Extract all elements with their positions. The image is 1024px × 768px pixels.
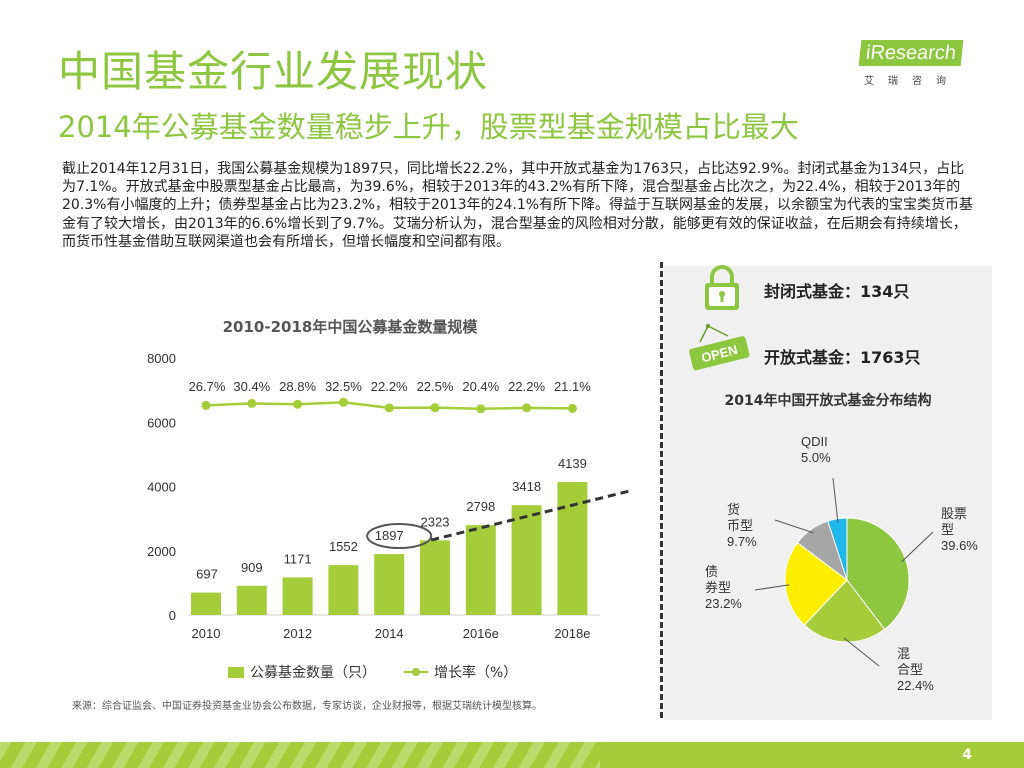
logo-subtitle: 艾瑞咨询 — [864, 76, 960, 87]
x-tick-label: 2016e — [463, 626, 499, 641]
growth-rate-label: 22.5% — [417, 379, 454, 394]
bar — [374, 554, 405, 615]
growth-rate-point — [293, 399, 303, 409]
growth-rate-label: 21.1% — [554, 379, 591, 394]
pie-label: 型 — [941, 522, 954, 537]
side-panel — [664, 266, 992, 720]
y-tick-label: 8000 — [147, 351, 176, 366]
growth-rate-point — [247, 398, 257, 408]
growth-rate-label: 30.4% — [233, 379, 270, 394]
y-tick-label: 4000 — [147, 480, 176, 495]
bar-value-label: 1171 — [284, 551, 312, 566]
x-tick-label: 2014 — [375, 626, 404, 641]
bar — [236, 585, 267, 615]
legend-line-swatch — [404, 666, 428, 678]
iresearch-logo: iResearch 艾瑞咨询 — [858, 40, 970, 90]
intro-paragraph: 截止2014年12月31日，我国公募基金规模为1897只，同比增长22.2%，其… — [62, 161, 974, 250]
pie-chart-title: 2014年中国开放式基金分布结构 — [724, 393, 932, 409]
pie-label: 39.6% — [941, 538, 978, 553]
growth-rate-label: 20.4% — [462, 379, 499, 394]
pie-leader-line — [843, 637, 880, 667]
x-tick-label: 2018e — [554, 626, 590, 641]
pie-label: 9.7% — [727, 534, 757, 549]
pie-leader-line — [754, 584, 790, 591]
x-tick-label: 2012 — [283, 626, 312, 641]
pie-slice — [803, 579, 886, 643]
chart-legend: 公募基金数量（只） 增长率（%） — [228, 662, 517, 682]
growth-rate-point — [201, 400, 211, 410]
open-sign-icon: OPEN — [689, 324, 750, 371]
bar-value-label: 2323 — [421, 514, 450, 529]
bar-chart-title: 2010-2018年中国公募基金数量规模 — [222, 318, 478, 336]
source-note: 来源：综合证监会、中国证券投资基金业协会公布数据，专家访谈，企业财报等，根据艾瑞… — [72, 701, 542, 712]
pie-label: 22.4% — [897, 678, 934, 693]
pie-label: 23.2% — [705, 596, 742, 611]
bar-chart: 0 2000 4000 6000 8000 697 909 1171 1552 1897 2323 2… — [147, 351, 630, 641]
growth-rate-label: 26.7% — [189, 379, 226, 394]
open-fund-count: 开放式基金：1763只 — [764, 348, 921, 367]
bar-value-label: 697 — [196, 567, 218, 582]
bar-value-label: 1897 — [375, 528, 404, 543]
page-number: 4 — [962, 747, 972, 763]
pie-label: 币型 — [727, 518, 753, 533]
pie-label: 券型 — [705, 580, 731, 595]
growth-rate-point — [384, 403, 394, 413]
growth-rate-label: 32.5% — [325, 379, 362, 394]
x-tick-label: 2010 — [192, 626, 221, 641]
footer-band — [0, 742, 1024, 768]
growth-rate-label: 22.2% — [508, 379, 545, 394]
growth-rate-label: 22.2% — [371, 379, 408, 394]
bar — [511, 505, 542, 615]
y-tick-label: 0 — [169, 608, 176, 623]
pie-slice — [846, 517, 910, 631]
pie-label: 5.0% — [801, 450, 831, 465]
bar — [191, 592, 221, 615]
bar — [328, 565, 359, 615]
growth-rate-point — [476, 404, 486, 414]
legend-bar-label: 公募基金数量（只） — [250, 665, 376, 681]
growth-rate-label: 28.8% — [279, 379, 316, 394]
pie-label: 混 — [897, 646, 910, 661]
footer-stripes — [0, 742, 600, 768]
bar-value-label: 1552 — [329, 539, 358, 554]
bar-value-label: 909 — [241, 560, 263, 575]
bar-value-label: 3418 — [512, 479, 541, 494]
bar-value-label: 2798 — [466, 499, 495, 514]
dashed-divider — [660, 262, 663, 718]
growth-rate-point — [567, 403, 577, 413]
page-subtitle: 2014年公募基金数量稳步上升，股票型基金规模占比最大 — [58, 110, 799, 144]
pie-leader-line — [901, 531, 934, 562]
bar — [465, 525, 496, 615]
pie-label: 合型 — [897, 662, 923, 677]
pie-leader-line — [774, 519, 814, 534]
highlight-ellipse — [366, 523, 433, 550]
lock-icon — [705, 265, 739, 310]
logo-brand: iResearch — [858, 40, 964, 66]
page-title: 中国基金行业发展现状 — [58, 47, 489, 96]
legend-line-label: 增长率（%） — [434, 665, 518, 681]
closed-fund-count: 封闭式基金：134只 — [764, 282, 910, 301]
growth-rate-point — [430, 403, 440, 413]
bar-value-label: 4139 — [558, 456, 587, 471]
pie-leader-line — [832, 477, 839, 523]
y-tick-label: 6000 — [147, 415, 176, 430]
pie-label: 货 — [727, 502, 740, 517]
pie-label: 股票 — [941, 506, 967, 521]
growth-rate-point — [522, 403, 532, 413]
bar — [420, 540, 450, 615]
bar — [282, 577, 313, 615]
pie-label: QDII — [801, 434, 828, 449]
legend-bar-swatch — [228, 666, 244, 678]
y-tick-label: 2000 — [147, 544, 176, 559]
pie-label: 债 — [705, 564, 718, 579]
growth-rate-point — [338, 397, 348, 407]
